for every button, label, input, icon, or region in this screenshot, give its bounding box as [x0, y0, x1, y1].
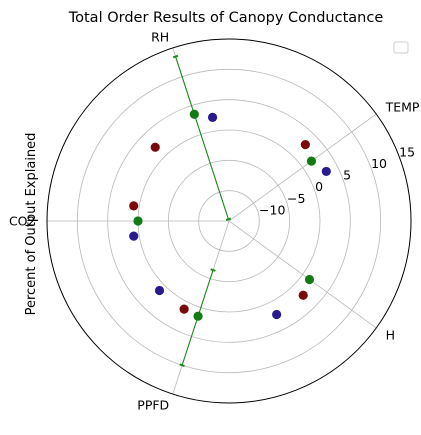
dark-red-point	[179, 304, 189, 314]
category-label: PPFD	[137, 398, 169, 413]
chart-title: Total Order Results of Canopy Conductanc…	[68, 10, 384, 26]
error-bar-cap	[172, 54, 179, 59]
blue-point	[272, 309, 282, 320]
dark-red-point	[298, 290, 308, 300]
category-label: CO2	[9, 214, 36, 229]
blue-point	[207, 112, 218, 122]
radial-tick-label: −5	[287, 191, 305, 206]
green-point	[189, 109, 199, 119]
data-points	[129, 109, 331, 321]
green-point	[306, 156, 317, 166]
legend-box	[393, 41, 409, 54]
radial-tick-label: 0	[315, 179, 323, 194]
error-bar-cap	[210, 268, 216, 272]
radial-tick-label: 10	[371, 156, 387, 171]
dark-red-point	[150, 142, 160, 152]
radial-tick-labels: −10−5 0 5 10 15	[259, 144, 415, 217]
green-point	[133, 216, 143, 226]
green-point	[304, 274, 315, 285]
radial-tick-label: −10	[259, 202, 285, 217]
grid-spoke	[228, 220, 377, 329]
dark-red-point	[300, 140, 310, 150]
category-label: H	[386, 327, 395, 342]
dark-red-point	[129, 201, 139, 211]
y-axis-label: Percent of Output Explained	[24, 133, 39, 316]
category-label: RH	[151, 29, 169, 44]
category-labels: TEMP RH CO2 PPFD H	[9, 29, 420, 412]
error-bar-cap	[225, 217, 232, 221]
grid-spoke	[228, 113, 377, 222]
error-bar	[175, 56, 229, 220]
blue-point	[154, 285, 165, 296]
blue-point	[321, 166, 331, 177]
green-point	[193, 311, 203, 321]
radial-tick-label: 5	[343, 168, 351, 183]
radial-tick-label: 15	[399, 144, 415, 159]
blue-point	[129, 231, 139, 241]
outer-frame	[46, 38, 412, 404]
category-label: TEMP	[385, 100, 420, 115]
error-bar-cap	[179, 363, 185, 367]
